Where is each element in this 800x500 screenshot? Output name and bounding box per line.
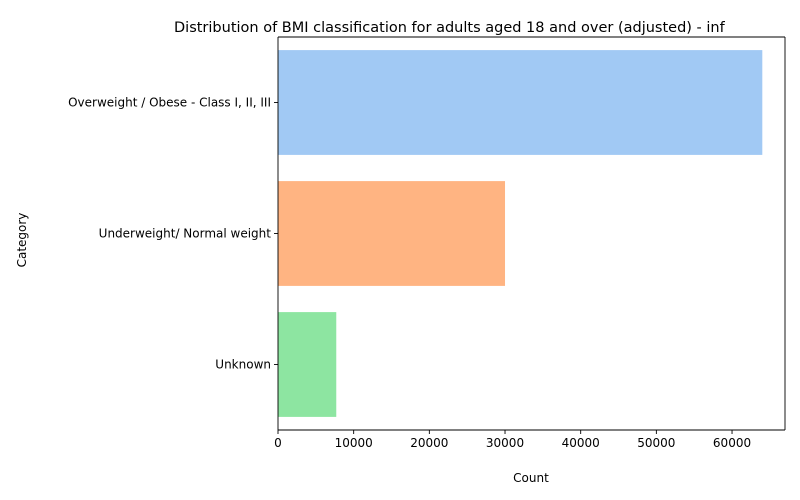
y-tick-label: Unknown bbox=[215, 358, 271, 372]
bar bbox=[278, 50, 763, 155]
x-tick-label: 20000 bbox=[410, 436, 448, 450]
x-tick-label: 50000 bbox=[637, 436, 675, 450]
x-tick-label: 40000 bbox=[562, 436, 600, 450]
chart-title: Distribution of BMI classification for a… bbox=[174, 20, 726, 36]
bars-group bbox=[278, 50, 763, 417]
x-axis-label: Count bbox=[513, 471, 549, 485]
x-tick-label: 10000 bbox=[335, 436, 373, 450]
bar bbox=[278, 312, 337, 417]
y-tick-label: Underweight/ Normal weight bbox=[99, 227, 272, 241]
x-tick-label: 0 bbox=[274, 436, 282, 450]
x-tick-label: 60000 bbox=[713, 436, 751, 450]
y-tick-label: Overweight / Obese - Class I, II, III bbox=[68, 96, 271, 110]
x-tick-label: 30000 bbox=[486, 436, 524, 450]
axes-group: Overweight / Obese - Class I, II, III Und… bbox=[68, 36, 786, 450]
y-axis-label: Category bbox=[15, 213, 29, 268]
bar bbox=[278, 181, 506, 286]
